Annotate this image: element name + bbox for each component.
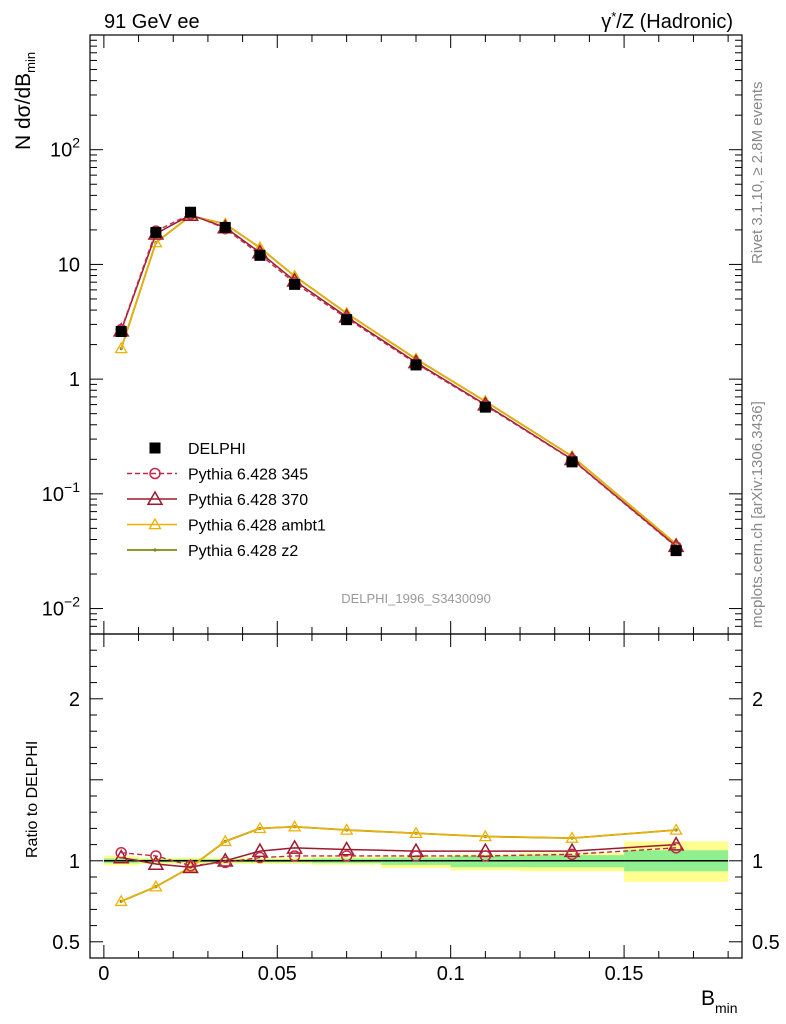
ratio-point-ambt1 bbox=[340, 823, 354, 835]
ratio-point-p345 bbox=[566, 848, 578, 861]
ratio-point-p370 bbox=[338, 840, 355, 856]
rivet-version-label: Rivet 3.1.10, ≥ 2.8M events bbox=[749, 82, 766, 265]
legend-label-p370: Pythia 6.428 370 bbox=[188, 492, 308, 509]
main-point-data bbox=[341, 314, 353, 326]
ratio-point-ambt1 bbox=[114, 894, 128, 907]
legend: DELPHI Pythia 6.428 345 Pythia 6.428 370 Py… bbox=[127, 441, 326, 560]
ratio-point-p370 bbox=[251, 842, 269, 858]
ratio-point-p345 bbox=[115, 846, 127, 859]
legend-label-data: DELPHI bbox=[188, 441, 246, 458]
ratio-y-tick-label-right: 2 bbox=[752, 689, 763, 711]
y-tick-label: 1 bbox=[69, 369, 80, 391]
legend-label-ambt1: Pythia 6.428 ambt1 bbox=[188, 518, 326, 535]
main-point-data bbox=[479, 401, 491, 413]
ratio-y-tick-label: 0.5 bbox=[52, 932, 80, 954]
main-point-data bbox=[185, 206, 197, 218]
header-right: γ*/Z (Hadronic) bbox=[601, 9, 733, 33]
x-tick-label: 0 bbox=[98, 963, 109, 985]
ratio-series-line-ambt1 bbox=[120, 826, 677, 902]
main-point-data bbox=[670, 545, 682, 557]
main-y-axis-title: N dσ/dBmin bbox=[12, 52, 38, 150]
ratio-y-axis-title: Ratio to DELPHI bbox=[24, 741, 41, 858]
ratio-point-p345 bbox=[150, 850, 162, 862]
ratio-point-ambt1 bbox=[287, 819, 302, 832]
ratio-series-line-p345 bbox=[121, 847, 677, 867]
ratio-point-p345 bbox=[219, 856, 232, 869]
ratio-point-p370 bbox=[182, 858, 199, 874]
y-tick-label: 102 bbox=[50, 135, 80, 162]
ratio-point-p345 bbox=[670, 842, 682, 854]
ratio-y-tick-label: 2 bbox=[69, 689, 80, 711]
ratio-point-p345 bbox=[479, 850, 492, 862]
main-point-data bbox=[115, 326, 127, 338]
legend-marker-data bbox=[149, 442, 161, 454]
analysis-label: DELPHI_1996_S3430090 bbox=[341, 591, 491, 606]
mcplots-reference-label: mcplots.cern.ch [arXiv:1306.3436] bbox=[749, 401, 766, 628]
ratio-point-p370 bbox=[147, 855, 165, 871]
main-point-data bbox=[254, 249, 266, 261]
ratio-y-tick-label-right: 1 bbox=[752, 851, 763, 873]
y-tick-label: 10 bbox=[58, 254, 80, 276]
ratio-point-p345 bbox=[288, 850, 301, 862]
ratio-point-p345 bbox=[410, 850, 422, 862]
ratio-panel: 0 0.05 0.1 0.15 0.5 0.5 1 1 2 2 bbox=[52, 633, 780, 985]
ratio-point-p370 bbox=[286, 839, 303, 854]
ratio-point-ambt1 bbox=[253, 821, 267, 834]
main-point-data bbox=[566, 456, 578, 468]
ratio-point-p345 bbox=[340, 850, 353, 862]
legend-label-p345: Pythia 6.428 345 bbox=[188, 467, 308, 484]
ratio-point-ambt1 bbox=[669, 823, 683, 835]
ratio-series-line-p370 bbox=[121, 843, 677, 869]
legend-marker-p370 bbox=[146, 490, 164, 505]
x-tick-label: 0.15 bbox=[605, 963, 644, 985]
main-point-data bbox=[219, 221, 231, 233]
x-axis-title: Bmin bbox=[701, 987, 738, 1016]
ratio-point-p370 bbox=[477, 842, 494, 858]
x-tick-label: 0.05 bbox=[258, 963, 297, 985]
legend-marker-p345 bbox=[149, 467, 161, 480]
main-point-data bbox=[150, 226, 162, 238]
ratio-y-tick-label-right: 0.5 bbox=[752, 932, 780, 954]
ratio-point-ambt1 bbox=[565, 831, 579, 843]
main-point-data bbox=[410, 359, 422, 371]
ratio-point-ambt1 bbox=[149, 879, 163, 892]
legend-marker-ambt1 bbox=[148, 517, 162, 530]
main-panel: 10−2 10−1 1 10 102 bbox=[42, 34, 743, 958]
main-point-ambt1 bbox=[114, 341, 128, 354]
y-tick-label: 10−2 bbox=[42, 594, 80, 621]
ratio-point-p345 bbox=[254, 851, 266, 864]
ratio-point-ambt1 bbox=[409, 826, 423, 839]
legend-label-z2: Pythia 6.428 z2 bbox=[188, 543, 298, 560]
main-series-line-ambt1 bbox=[120, 215, 677, 545]
ratio-point-ambt1 bbox=[218, 834, 232, 847]
ratio-point-ambt1 bbox=[478, 829, 492, 842]
header-left: 91 GeV ee bbox=[104, 11, 200, 33]
ratio-frame bbox=[89, 633, 743, 959]
legend-marker-z2 bbox=[153, 548, 157, 552]
x-tick-label: 0.1 bbox=[437, 963, 465, 985]
main-point-data bbox=[289, 278, 301, 290]
ratio-y-tick-label: 1 bbox=[69, 851, 80, 873]
ratio-point-p345 bbox=[184, 859, 197, 872]
y-tick-label: 10−1 bbox=[42, 479, 80, 506]
